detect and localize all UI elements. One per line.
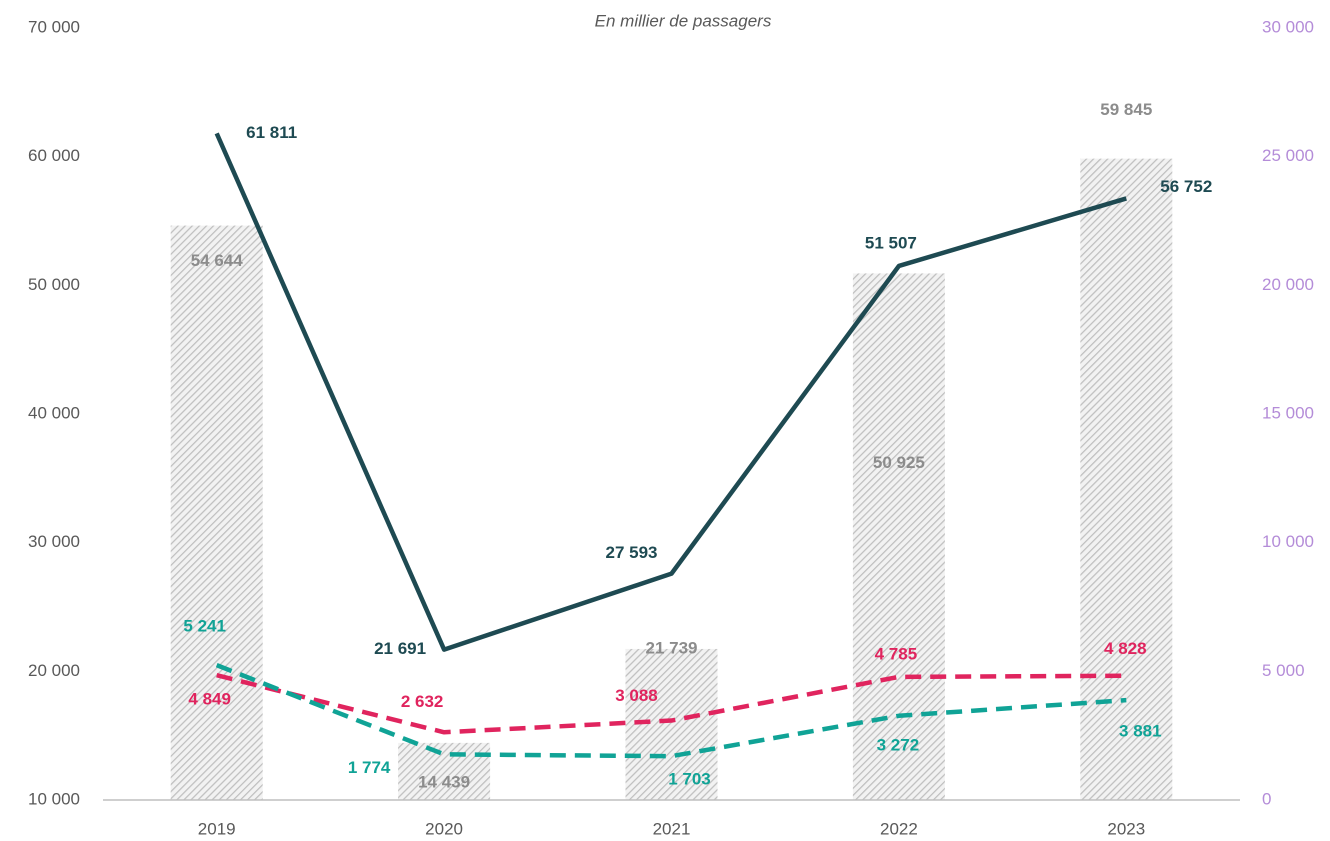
line-label: 1 703 xyxy=(668,770,711,789)
x-tick-label: 2019 xyxy=(198,819,236,838)
y-tick-label: 70 000 xyxy=(28,17,80,36)
y-tick-label: 20 000 xyxy=(28,661,80,680)
bar-label: 14 439 xyxy=(418,772,470,791)
y2-tick-label: 30 000 xyxy=(1262,17,1314,36)
chart-subtitle: En millier de passagers xyxy=(595,11,772,30)
line-label: 2 632 xyxy=(401,692,444,711)
y-tick-label: 40 000 xyxy=(28,403,80,422)
x-tick-label: 2023 xyxy=(1107,819,1145,838)
line-label: 4 828 xyxy=(1104,639,1147,658)
bar xyxy=(852,273,945,801)
line-label: 4 849 xyxy=(188,690,231,709)
line-label: 3 088 xyxy=(615,686,658,705)
bar xyxy=(1080,158,1173,800)
y2-tick-label: 10 000 xyxy=(1262,532,1314,551)
y2-tick-label: 25 000 xyxy=(1262,146,1314,165)
line-label: 51 507 xyxy=(865,233,917,252)
bar xyxy=(398,742,491,800)
y2-tick-label: 5 000 xyxy=(1262,661,1305,680)
x-tick-label: 2020 xyxy=(425,819,463,838)
line-label: 3 272 xyxy=(877,735,920,754)
line-label: 27 593 xyxy=(606,543,658,562)
bar-label: 21 739 xyxy=(646,638,698,657)
y-tick-label: 10 000 xyxy=(28,789,80,808)
bar xyxy=(625,648,718,800)
line xyxy=(215,663,1127,759)
line-label: 3 881 xyxy=(1119,722,1162,741)
line xyxy=(216,673,1127,735)
bar-label: 50 925 xyxy=(873,453,925,472)
line-label: 56 752 xyxy=(1160,177,1212,196)
y2-tick-label: 0 xyxy=(1262,789,1271,808)
x-tick-label: 2022 xyxy=(880,819,918,838)
line-label: 61 811 xyxy=(246,123,297,142)
bar-label: 54 644 xyxy=(191,251,244,270)
y2-tick-label: 15 000 xyxy=(1262,403,1314,422)
bar xyxy=(170,225,263,800)
y-tick-label: 30 000 xyxy=(28,532,80,551)
line-label: 5 241 xyxy=(183,617,226,636)
line-label: 21 691 xyxy=(374,639,426,658)
line xyxy=(214,132,1127,652)
line-label: 1 774 xyxy=(348,758,391,777)
y-tick-label: 50 000 xyxy=(28,275,80,294)
x-tick-label: 2021 xyxy=(653,819,691,838)
y-tick-label: 60 000 xyxy=(28,146,80,165)
line-label: 4 785 xyxy=(875,644,918,663)
bar-label: 59 845 xyxy=(1100,100,1152,119)
y2-tick-label: 20 000 xyxy=(1262,275,1314,294)
